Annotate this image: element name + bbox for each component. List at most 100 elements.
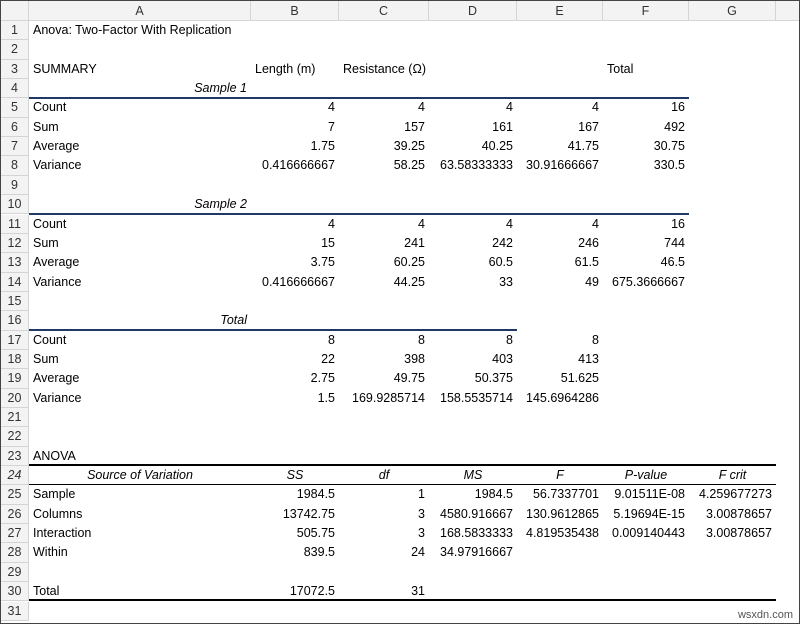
cell[interactable]: 5.19694E-15 bbox=[613, 506, 685, 521]
cell[interactable]: 0.416666667 bbox=[262, 158, 335, 173]
cell[interactable]: 8 bbox=[418, 332, 425, 347]
cell[interactable]: 4 bbox=[592, 216, 599, 231]
cell[interactable]: 31 bbox=[411, 584, 425, 599]
row-header[interactable]: 28 bbox=[1, 543, 29, 563]
cell[interactable]: 33 bbox=[499, 274, 513, 289]
cell[interactable]: 61.5 bbox=[574, 255, 599, 270]
cell[interactable]: Count bbox=[33, 216, 67, 231]
cell[interactable]: 157 bbox=[404, 119, 425, 134]
column-header[interactable]: A bbox=[29, 1, 251, 21]
row-header[interactable]: 3 bbox=[1, 59, 29, 80]
cell[interactable]: 17072.5 bbox=[289, 584, 335, 599]
cell[interactable]: 8 bbox=[506, 332, 513, 347]
cell[interactable]: 413 bbox=[578, 351, 599, 366]
column-header[interactable]: F bbox=[603, 1, 689, 21]
cell[interactable]: Average bbox=[33, 255, 80, 270]
cell[interactable]: SS bbox=[286, 468, 304, 483]
cell[interactable]: 246 bbox=[578, 235, 599, 250]
cell[interactable]: 3 bbox=[418, 506, 425, 521]
row-header[interactable]: 7 bbox=[1, 137, 29, 157]
cell[interactable]: 56.7337701 bbox=[532, 487, 599, 502]
column-header[interactable]: E bbox=[517, 1, 603, 21]
cell[interactable]: 242 bbox=[492, 235, 513, 250]
cell[interactable]: 1 bbox=[418, 487, 425, 502]
row-header[interactable]: 29 bbox=[1, 562, 29, 583]
cell[interactable]: Total bbox=[33, 584, 60, 599]
cell[interactable]: Total bbox=[220, 313, 247, 328]
row-header[interactable]: 30 bbox=[1, 582, 29, 602]
cell[interactable]: 4580.916667 bbox=[440, 506, 513, 521]
row-header[interactable]: 11 bbox=[1, 214, 29, 234]
row-header[interactable]: 1 bbox=[1, 21, 29, 41]
cell[interactable]: 168.5833333 bbox=[440, 526, 513, 541]
cell[interactable]: 4.819535438 bbox=[526, 526, 599, 541]
cell[interactable]: 158.5535714 bbox=[440, 390, 513, 405]
cell[interactable]: 44.25 bbox=[393, 274, 425, 289]
cell[interactable]: 46.5 bbox=[660, 255, 685, 270]
column-header[interactable]: B bbox=[251, 1, 339, 21]
cell[interactable]: 4 bbox=[418, 216, 425, 231]
cell[interactable]: 40.25 bbox=[481, 139, 513, 154]
cell[interactable]: 60.5 bbox=[488, 255, 513, 270]
cell[interactable]: 3.00878657 bbox=[705, 506, 772, 521]
cell[interactable]: 1.75 bbox=[310, 139, 335, 154]
cell[interactable]: 2.75 bbox=[310, 371, 335, 386]
cell[interactable]: Sample 1 bbox=[194, 81, 247, 96]
cell[interactable]: 39.25 bbox=[393, 139, 425, 154]
cell[interactable]: 8 bbox=[592, 332, 599, 347]
cell[interactable]: 22 bbox=[321, 351, 335, 366]
cell[interactable]: 15 bbox=[321, 235, 335, 250]
row-header[interactable]: 26 bbox=[1, 504, 29, 525]
cell[interactable]: 4 bbox=[328, 100, 335, 115]
cell[interactable]: Variance bbox=[33, 274, 82, 289]
cell[interactable]: 167 bbox=[578, 119, 599, 134]
cell[interactable]: 3.75 bbox=[310, 255, 335, 270]
cell[interactable]: 16 bbox=[671, 100, 685, 115]
cell[interactable]: 4 bbox=[328, 216, 335, 231]
cell[interactable]: Sum bbox=[33, 235, 59, 250]
row-header[interactable]: 12 bbox=[1, 233, 29, 254]
cell[interactable]: Sum bbox=[33, 119, 59, 134]
cell[interactable]: Variance bbox=[33, 390, 82, 405]
cell[interactable]: 7 bbox=[328, 119, 335, 134]
row-header[interactable]: 5 bbox=[1, 98, 29, 118]
row-header[interactable]: 18 bbox=[1, 349, 29, 370]
cell[interactable]: 1984.5 bbox=[474, 487, 513, 502]
cell[interactable]: 675.3666667 bbox=[612, 274, 685, 289]
cell[interactable]: 169.9285714 bbox=[352, 390, 425, 405]
cell[interactable]: 24 bbox=[411, 545, 425, 560]
cell[interactable]: 1.5 bbox=[317, 390, 335, 405]
cell[interactable]: 744 bbox=[664, 235, 685, 250]
cell[interactable]: df bbox=[378, 468, 390, 483]
cell[interactable]: 4 bbox=[592, 100, 599, 115]
cell[interactable]: 0.416666667 bbox=[262, 274, 335, 289]
cell[interactable]: Count bbox=[33, 100, 67, 115]
row-header[interactable]: 13 bbox=[1, 253, 29, 273]
row-header[interactable]: 2 bbox=[1, 40, 29, 60]
cell[interactable]: F crit bbox=[718, 468, 747, 483]
row-header[interactable]: 21 bbox=[1, 408, 29, 428]
cell[interactable]: 505.75 bbox=[296, 526, 335, 541]
row-header[interactable]: 23 bbox=[1, 446, 29, 467]
row-header[interactable]: 15 bbox=[1, 291, 29, 312]
cell[interactable]: 398 bbox=[404, 351, 425, 366]
row-header[interactable]: 27 bbox=[1, 524, 29, 544]
cell[interactable]: 30.91666667 bbox=[526, 158, 599, 173]
column-header[interactable]: G bbox=[689, 1, 776, 21]
row-header[interactable]: 10 bbox=[1, 195, 29, 215]
row-header[interactable]: 9 bbox=[1, 175, 29, 196]
cell[interactable]: Interaction bbox=[33, 526, 92, 541]
cell[interactable]: Sum bbox=[33, 351, 59, 366]
cell[interactable]: 4 bbox=[506, 100, 513, 115]
cell[interactable]: SUMMARY bbox=[33, 61, 97, 76]
cell[interactable]: 4 bbox=[506, 216, 513, 231]
cell[interactable]: 58.25 bbox=[393, 158, 425, 173]
cell[interactable]: Length (m) bbox=[255, 61, 316, 76]
cell[interactable]: 34.97916667 bbox=[440, 545, 513, 560]
cell[interactable]: 63.58333333 bbox=[440, 158, 513, 173]
cell[interactable]: 241 bbox=[404, 235, 425, 250]
cell[interactable]: 41.75 bbox=[567, 139, 599, 154]
cell[interactable]: ANOVA bbox=[33, 448, 76, 463]
row-header[interactable]: 4 bbox=[1, 79, 29, 99]
cell[interactable]: 3 bbox=[418, 526, 425, 541]
